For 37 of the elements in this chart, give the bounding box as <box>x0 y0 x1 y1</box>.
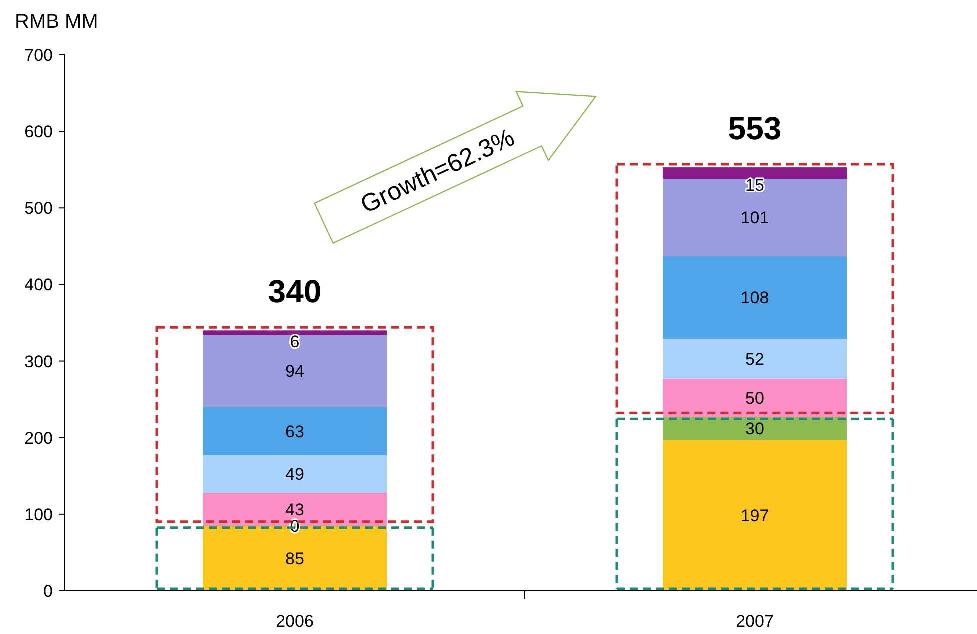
y-tick-label: 600 <box>24 122 53 142</box>
data-label: 50 <box>746 389 764 408</box>
bar <box>663 168 847 180</box>
data-label: 49 <box>286 465 304 484</box>
data-label: 63 <box>286 422 304 442</box>
bar <box>663 256 847 340</box>
total-label: 553 <box>728 110 782 147</box>
data-label: 94 <box>286 362 304 382</box>
y-tick-label: 300 <box>24 352 53 372</box>
bar <box>663 179 847 256</box>
bar <box>203 407 387 456</box>
y-tick-label: 0 <box>44 582 53 601</box>
bar <box>663 378 847 418</box>
data-label: 52 <box>746 350 764 369</box>
data-label: 15 <box>746 176 764 196</box>
bar <box>663 440 847 591</box>
bar <box>663 417 847 440</box>
data-label: 101 <box>740 208 770 228</box>
bar <box>203 335 387 408</box>
bar <box>203 330 387 336</box>
y-tick-label: 700 <box>24 46 53 65</box>
data-label: 108 <box>740 288 770 308</box>
x-tick-label: 2006 <box>276 612 314 631</box>
y-tick-label: 100 <box>24 505 53 524</box>
data-label: 30 <box>746 420 764 439</box>
total-label: 340 <box>268 274 322 310</box>
y-tick-label: 400 <box>24 276 53 295</box>
y-tick-label: 200 <box>24 428 53 448</box>
data-label: 43 <box>286 500 304 520</box>
bar <box>663 339 847 379</box>
y-tick-label: 500 <box>24 199 53 218</box>
data-label: 6 <box>290 332 300 352</box>
x-tick-label: 2007 <box>736 612 774 631</box>
data-label: 85 <box>286 549 304 568</box>
bar <box>203 455 387 493</box>
y-axis-title: RMB MM <box>15 11 98 33</box>
data-label: 197 <box>740 506 770 526</box>
